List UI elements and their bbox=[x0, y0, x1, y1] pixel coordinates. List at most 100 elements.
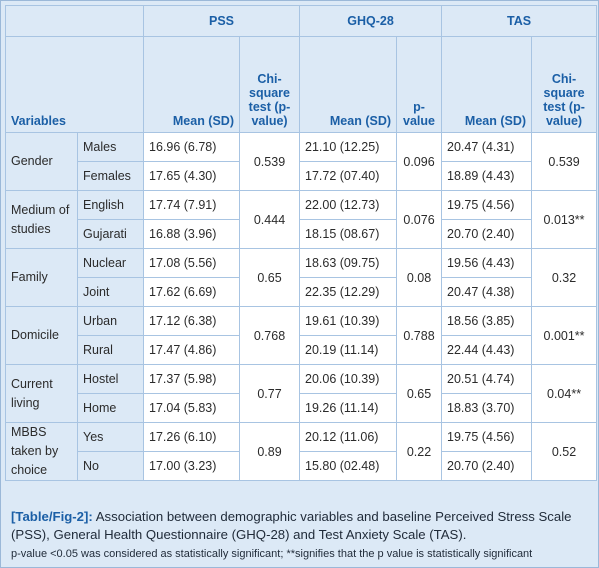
tas-mean-cell: 19.75 (4.56) bbox=[441, 422, 533, 452]
ghq-p-cell: 0.096 bbox=[396, 132, 443, 191]
level-cell: Yes bbox=[77, 422, 144, 452]
pss-mean-cell: 17.74 (7.91) bbox=[143, 190, 240, 220]
level-cell: Nuclear bbox=[77, 248, 144, 278]
ghq-mean-cell: 18.63 (09.75) bbox=[299, 248, 398, 278]
table-row: Medium of studies English 17.74 (7.91) 0… bbox=[5, 190, 598, 249]
ghq-mean-cell: 18.15 (08.67) bbox=[299, 219, 398, 249]
ghq-mean-cell: 22.35 (12.29) bbox=[299, 277, 398, 307]
table-row: Females 17.65 (4.30) 17.72 (07.40) 18.89… bbox=[6, 161, 597, 191]
table-row: No 17.00 (3.23) 15.80 (02.48) 20.70 (2.4… bbox=[6, 451, 597, 481]
table-row: MBBS taken by choice Yes 17.26 (6.10) 0.… bbox=[5, 422, 598, 481]
figure-caption: [Table/Fig-2]: Association between demog… bbox=[11, 508, 591, 562]
pss-mean-cell: 17.12 (6.38) bbox=[143, 306, 240, 336]
ghq-mean-cell: 21.10 (12.25) bbox=[299, 132, 398, 162]
blank-header bbox=[5, 5, 144, 37]
level-cell: Females bbox=[77, 161, 144, 191]
pss-p-cell: 0.89 bbox=[238, 422, 301, 481]
tas-p-cell: 0.013** bbox=[531, 190, 598, 249]
tas-mean-cell: 19.56 (4.43) bbox=[441, 248, 533, 278]
pss-mean-cell: 17.37 (5.98) bbox=[143, 364, 240, 394]
ghq-mean-header: Mean (SD) bbox=[299, 36, 398, 133]
pss-mean-cell: 17.00 (3.23) bbox=[143, 451, 240, 481]
tas-mean-cell: 20.70 (2.40) bbox=[441, 451, 533, 481]
pss-mean-cell: 17.04 (5.83) bbox=[143, 393, 240, 423]
caption-text: Association between demographic variable… bbox=[11, 509, 572, 542]
tas-p-header: Chi-square test (p-value) bbox=[531, 36, 598, 133]
variable-cell: MBBS taken by choice bbox=[5, 422, 78, 481]
tas-mean-cell: 20.47 (4.31) bbox=[441, 132, 533, 162]
tas-p-cell: 0.04** bbox=[531, 364, 598, 423]
pss-p-cell: 0.65 bbox=[238, 248, 301, 307]
pss-mean-cell: 17.08 (5.56) bbox=[143, 248, 240, 278]
level-cell: Home bbox=[77, 393, 144, 423]
level-cell: Males bbox=[77, 132, 144, 162]
group-header-tas: TAS bbox=[441, 5, 598, 37]
tas-mean-cell: 18.56 (3.85) bbox=[441, 306, 533, 336]
pss-mean-cell: 17.65 (4.30) bbox=[143, 161, 240, 191]
caption-text-block: [Table/Fig-2]: Association between demog… bbox=[11, 508, 591, 544]
ghq-p-cell: 0.22 bbox=[396, 422, 443, 481]
pss-mean-cell: 17.26 (6.10) bbox=[143, 422, 240, 452]
variables-header: Variables bbox=[5, 36, 144, 133]
pss-mean-cell: 16.96 (6.78) bbox=[143, 132, 240, 162]
table-row: Joint 17.62 (6.69) 22.35 (12.29) 20.47 (… bbox=[6, 277, 597, 307]
table-header: PSS GHQ-28 TAS Variables Mean (SD) Chi-s… bbox=[5, 5, 598, 133]
ghq-mean-cell: 17.72 (07.40) bbox=[299, 161, 398, 191]
variable-cell: Medium of studies bbox=[5, 190, 78, 249]
level-cell: No bbox=[77, 451, 144, 481]
level-cell: Joint bbox=[77, 277, 144, 307]
variable-cell: Current living bbox=[5, 364, 78, 423]
pss-p-cell: 0.539 bbox=[238, 132, 301, 191]
pss-mean-header: Mean (SD) bbox=[143, 36, 240, 133]
tas-mean-cell: 18.89 (4.43) bbox=[441, 161, 533, 191]
table-row: Family Nuclear 17.08 (5.56) 0.65 18.63 (… bbox=[5, 248, 598, 307]
level-cell: Hostel bbox=[77, 364, 144, 394]
variable-cell: Family bbox=[5, 248, 78, 307]
tas-mean-header: Mean (SD) bbox=[441, 36, 533, 133]
pss-mean-cell: 16.88 (3.96) bbox=[143, 219, 240, 249]
table-row: Gender Males 16.96 (6.78) 0.539 21.10 (1… bbox=[5, 132, 598, 191]
pss-p-header: Chi-square test (p-value) bbox=[238, 36, 301, 133]
table-row: Domicile Urban 17.12 (6.38) 0.768 19.61 … bbox=[5, 306, 598, 365]
tas-mean-cell: 20.70 (2.40) bbox=[441, 219, 533, 249]
pss-p-cell: 0.768 bbox=[238, 306, 301, 365]
ghq-p-cell: 0.08 bbox=[396, 248, 443, 307]
group-header-pss: PSS bbox=[142, 5, 301, 37]
group-header-ghq: GHQ-28 bbox=[299, 5, 443, 37]
ghq-p-cell: 0.65 bbox=[396, 364, 443, 423]
variable-cell: Gender bbox=[5, 132, 78, 191]
ghq-mean-cell: 19.26 (11.14) bbox=[299, 393, 398, 423]
table-row: Current living Hostel 17.37 (5.98) 0.77 … bbox=[5, 364, 598, 423]
tas-p-cell: 0.32 bbox=[531, 248, 598, 307]
variable-cell: Domicile bbox=[5, 306, 78, 365]
ghq-p-cell: 0.076 bbox=[396, 190, 443, 249]
table-body: Gender Males 16.96 (6.78) 0.539 21.10 (1… bbox=[5, 132, 598, 481]
table-row: Gujarati 16.88 (3.96) 18.15 (08.67) 20.7… bbox=[6, 219, 597, 249]
association-table: PSS GHQ-28 TAS Variables Mean (SD) Chi-s… bbox=[5, 5, 598, 481]
table-row: Rural 17.47 (4.86) 20.19 (11.14) 22.44 (… bbox=[6, 335, 597, 365]
tas-mean-cell: 20.47 (4.38) bbox=[441, 277, 533, 307]
tas-p-cell: 0.001** bbox=[531, 306, 598, 365]
tas-mean-cell: 22.44 (4.43) bbox=[441, 335, 533, 365]
ghq-mean-cell: 22.00 (12.73) bbox=[299, 190, 398, 220]
tas-mean-cell: 18.83 (3.70) bbox=[441, 393, 533, 423]
ghq-mean-cell: 15.80 (02.48) bbox=[299, 451, 398, 481]
ghq-mean-cell: 19.61 (10.39) bbox=[299, 306, 398, 336]
pss-mean-cell: 17.62 (6.69) bbox=[143, 277, 240, 307]
tas-p-cell: 0.539 bbox=[531, 132, 598, 191]
ghq-mean-cell: 20.19 (11.14) bbox=[299, 335, 398, 365]
ghq-p-cell: 0.788 bbox=[396, 306, 443, 365]
level-cell: Rural bbox=[77, 335, 144, 365]
ghq-mean-cell: 20.06 (10.39) bbox=[299, 364, 398, 394]
tas-p-cell: 0.52 bbox=[531, 422, 598, 481]
tas-mean-cell: 20.51 (4.74) bbox=[441, 364, 533, 394]
pss-p-cell: 0.77 bbox=[238, 364, 301, 423]
level-cell: Urban bbox=[77, 306, 144, 336]
ghq-mean-cell: 20.12 (11.06) bbox=[299, 422, 398, 452]
caption-label: [Table/Fig-2]: bbox=[11, 509, 93, 524]
level-cell: Gujarati bbox=[77, 219, 144, 249]
table-row: Home 17.04 (5.83) 19.26 (11.14) 18.83 (3… bbox=[6, 393, 597, 423]
ghq-p-header: p-value bbox=[396, 36, 443, 133]
tas-mean-cell: 19.75 (4.56) bbox=[441, 190, 533, 220]
